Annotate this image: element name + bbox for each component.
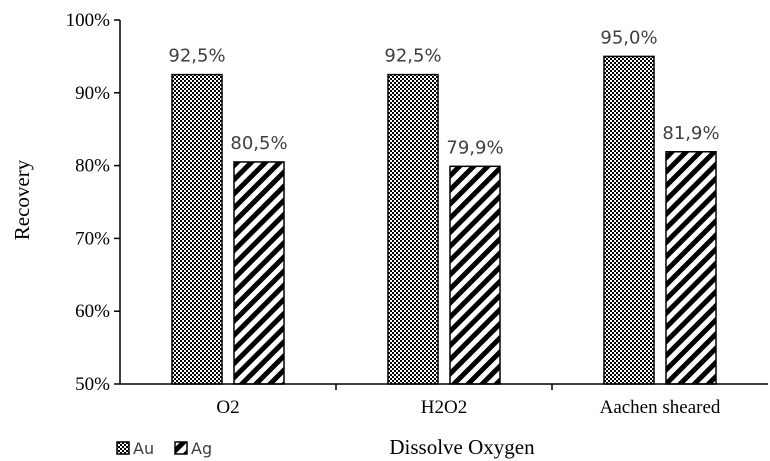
data-label-au-0: 92,5% [168, 46, 225, 67]
data-label-ag-2: 81,9% [662, 123, 719, 144]
bar-au-0 [171, 73, 223, 385]
y-axis-title: Recovery [10, 159, 34, 240]
bars-layer [171, 55, 717, 385]
y-tick-label: 50% [75, 374, 110, 395]
data-label-ag-1: 79,9% [446, 137, 503, 158]
bar-ag-1 [449, 165, 501, 385]
y-tick-label: 100% [66, 10, 111, 31]
bar-au-2 [603, 55, 655, 385]
y-axis: 50% 60% 70% 80% 90% 100% [66, 10, 120, 395]
data-label-au-1: 92,5% [384, 46, 441, 67]
bar-ag-0 [233, 161, 285, 385]
data-label-au-2: 95,0% [600, 27, 657, 48]
bar-au-1 [387, 73, 439, 385]
data-label-ag-0: 80,5% [230, 133, 287, 154]
x-axis-title: Dissolve Oxygen [389, 435, 535, 459]
x-tick-label: O2 [216, 397, 239, 418]
x-tick-label: H2O2 [421, 397, 467, 418]
y-tick-label: 60% [75, 301, 110, 322]
legend-label-ag: Ag [191, 439, 212, 458]
x-tick-label: Aachen sheared [600, 397, 721, 418]
y-tick-label: 70% [75, 228, 110, 249]
legend: Au Ag [116, 439, 212, 458]
y-tick-label: 80% [75, 156, 110, 177]
legend-swatch-ag [174, 441, 188, 455]
legend-label-au: Au [133, 439, 154, 458]
bar-ag-2 [665, 151, 717, 385]
x-axis: O2 H2O2 Aachen sheared [216, 384, 721, 418]
legend-swatch-au [116, 441, 130, 455]
data-labels-layer: 92,5% 80,5% 92,5% 79,9% 95,0% 81,9% [168, 27, 719, 158]
y-tick-label: 90% [75, 83, 110, 104]
